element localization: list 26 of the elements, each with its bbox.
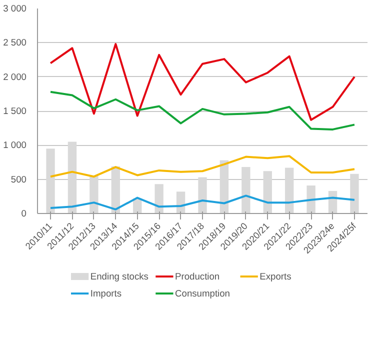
legend-label: Consumption xyxy=(175,288,230,298)
y-tick-label: 500 xyxy=(10,174,27,184)
y-tick-label: 1 500 xyxy=(3,106,26,116)
line-series xyxy=(50,155,356,178)
y-tick-label: 3 000 xyxy=(3,4,26,14)
bar xyxy=(242,167,250,214)
y-tick-label: 2 000 xyxy=(3,72,26,82)
y-tick-label: 2 500 xyxy=(3,38,26,48)
bar xyxy=(46,148,55,214)
bar xyxy=(68,142,77,214)
bar xyxy=(350,174,359,214)
y-tick-label: 0 xyxy=(21,208,27,218)
y-tick-label: 1 000 xyxy=(3,140,26,150)
legend-label: Exports xyxy=(260,272,292,282)
line-series xyxy=(50,43,356,121)
line-series xyxy=(50,90,356,130)
line-series xyxy=(50,194,356,210)
bar xyxy=(306,185,316,214)
bar xyxy=(90,176,98,214)
bar xyxy=(154,184,164,214)
bar xyxy=(285,168,294,214)
legend-label: Imports xyxy=(90,288,122,298)
bar xyxy=(263,171,272,214)
bar xyxy=(198,177,207,214)
legend-label: Production xyxy=(175,272,220,282)
legend-label: Ending stocks xyxy=(90,272,149,282)
